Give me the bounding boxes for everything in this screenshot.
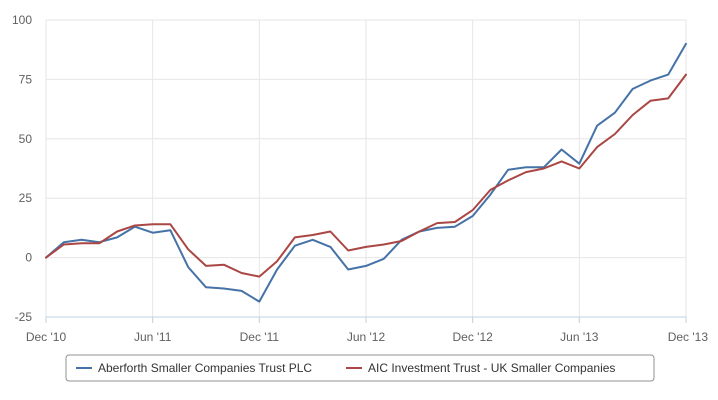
grid <box>45 19 687 318</box>
y-tick-label: -25 <box>15 310 33 324</box>
series-lines <box>45 42 687 303</box>
y-tick-label: 25 <box>19 191 33 205</box>
legend: Aberforth Smaller Companies Trust PLC AIC… <box>65 354 655 382</box>
y-tick-label: 75 <box>19 72 33 86</box>
legend-label-2[interactable]: AIC Investment Trust - UK Smaller Compan… <box>368 361 615 375</box>
series-line-1[interactable] <box>45 42 687 303</box>
x-tick-label: Dec '10 <box>26 330 67 344</box>
y-axis: -25 0 25 50 75 100 <box>12 13 32 324</box>
x-axis: Dec '10 Jun '11 Dec '11 Jun '12 Dec '12 Jun '… <box>26 316 709 344</box>
legend-label-1[interactable]: Aberforth Smaller Companies Trust PLC <box>98 361 312 375</box>
x-tick-label: Jun '11 <box>134 330 172 344</box>
x-tick-label: Dec '12 <box>453 330 494 344</box>
y-tick-label: 100 <box>12 13 32 27</box>
x-tick-label: Dec '11 <box>240 330 280 344</box>
y-tick-label: 0 <box>25 251 32 265</box>
x-tick-label: Dec '13 <box>668 330 709 344</box>
x-tick-label: Jun '13 <box>560 330 599 344</box>
x-tick-label: Jun '12 <box>347 330 386 344</box>
series-line-2[interactable] <box>45 73 687 278</box>
y-tick-label: 50 <box>19 132 33 146</box>
